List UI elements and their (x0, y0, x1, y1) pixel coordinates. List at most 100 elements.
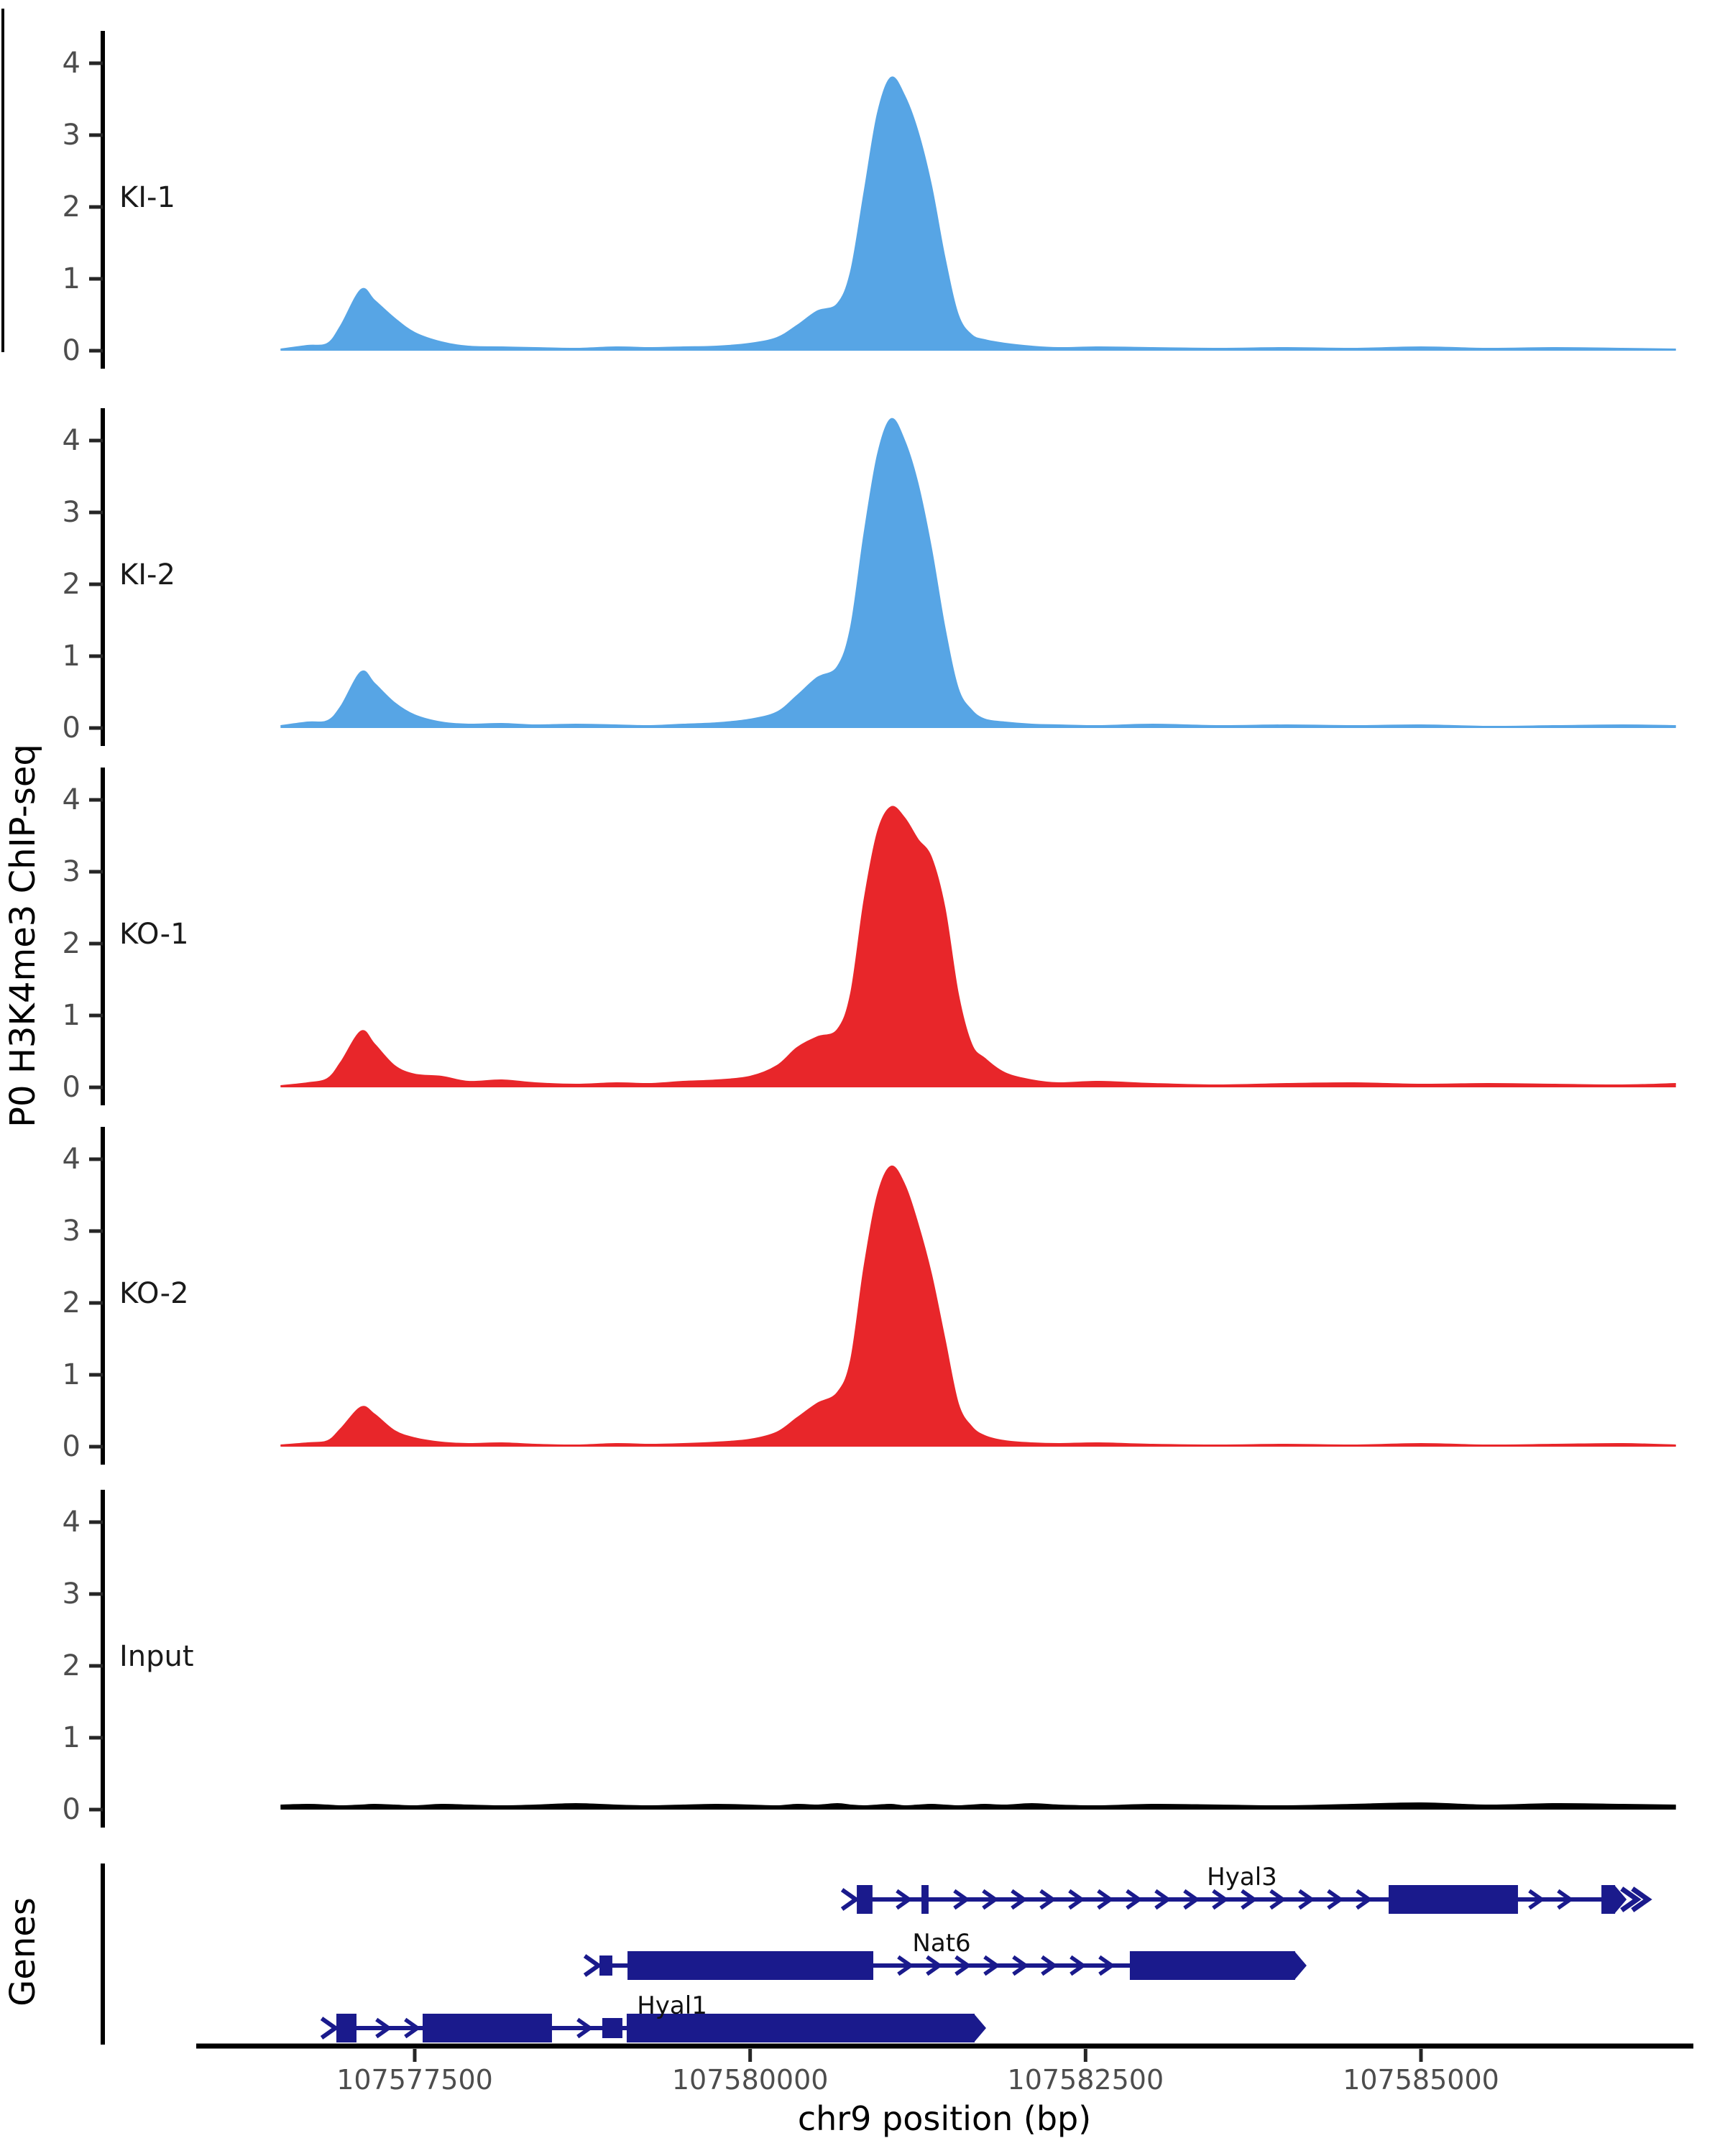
coverage-outline-ki-2 (280, 418, 1676, 728)
direction-chevron-icon (1098, 1955, 1116, 1976)
coverage-outline-input (280, 1802, 1676, 1809)
direction-chevron-icon (404, 2017, 421, 2039)
y-tick-label: 1 (63, 1358, 80, 1391)
y-tick-label: 3 (63, 496, 80, 529)
exon-box (627, 1951, 874, 1980)
y-tick-label: 1 (63, 999, 80, 1032)
y-tick-label: 0 (63, 1793, 80, 1826)
direction-chevron-icon (1298, 1889, 1315, 1910)
gene-end-arrow-icon (1614, 1885, 1627, 1914)
y-tick-label: 1 (63, 262, 80, 295)
coverage-area-ki-1 (280, 77, 1676, 351)
gene-model-hyal1: Hyal1 (320, 1991, 986, 2042)
gene-name-label: Hyal1 (637, 1991, 707, 2020)
exon-box (336, 2014, 356, 2042)
gene-start-chevron-icon (583, 1954, 602, 1977)
coverage-outline-ko-2 (280, 1165, 1676, 1447)
direction-chevron-icon (375, 2017, 392, 2039)
direction-chevron-icon (1183, 1889, 1200, 1910)
x-tick-label: 107585000 (1343, 2064, 1499, 2096)
direction-chevron-icon (1068, 1889, 1085, 1910)
direction-chevron-icon (897, 1955, 914, 1976)
x-tick-label: 107577500 (336, 2064, 493, 2096)
y-tick-label: 2 (63, 568, 80, 601)
track-panel-ki-2: 0 1 2 3 4 (63, 408, 1676, 746)
coverage-area-ko-2 (280, 1166, 1676, 1447)
y-tick-label: 4 (63, 1506, 80, 1539)
coverage-area-ki-2 (280, 418, 1676, 728)
y-tick-label: 4 (63, 1143, 80, 1176)
y-tick-label: 3 (63, 1577, 80, 1611)
direction-chevron-icon (953, 1889, 970, 1910)
direction-chevron-icon (1041, 1955, 1058, 1976)
y-tick-label: 3 (63, 119, 80, 152)
direction-chevron-icon (1356, 1889, 1373, 1910)
y-tick-label: 2 (63, 1286, 80, 1319)
exon-box (857, 1885, 873, 1914)
x-tick-label: 107582500 (1008, 2064, 1164, 2096)
x-axis-title: chr9 position (bp) (797, 2099, 1092, 2138)
y-tick-label: 0 (63, 334, 80, 367)
track-panel-input: 0 1 2 3 4 (63, 1490, 1676, 1828)
direction-chevron-icon (1557, 1889, 1574, 1910)
exon-box (602, 2018, 622, 2038)
x-axis: 107577500 107580000 107582500 107585000 (196, 2043, 1693, 2096)
direction-chevron-icon (1269, 1889, 1287, 1910)
exon-box (626, 2014, 975, 2042)
direction-chevron-icon (1327, 1889, 1344, 1910)
y-tick-label: 4 (63, 47, 80, 80)
coverage-area-ko-1 (280, 806, 1676, 1087)
gene-end-arrow-icon (973, 2014, 986, 2042)
genes-axis-title: Genes (3, 1897, 43, 2007)
direction-chevron-icon (1528, 1889, 1545, 1910)
coverage-outline-ki-1 (280, 76, 1676, 350)
exon-box (1129, 1951, 1295, 1980)
gene-name-label: Hyal3 (1207, 1863, 1277, 1892)
gene-model-hyal3: Hyal3 (840, 1863, 1652, 1914)
gene-start-chevron-icon (840, 1888, 860, 1911)
y-tick-label: 3 (63, 1215, 80, 1248)
track-panel-ko-2: 0 1 2 3 4 (63, 1127, 1676, 1465)
direction-chevron-icon (1097, 1889, 1114, 1910)
y-tick-label: 0 (63, 711, 80, 745)
direction-chevron-icon (982, 1889, 999, 1910)
left-spine-fragment (1, 9, 4, 352)
track-label-ko2: KO-2 (119, 1277, 189, 1310)
direction-chevron-icon (1070, 1955, 1087, 1976)
exon-box (599, 1955, 612, 1976)
y-tick-label: 1 (63, 640, 80, 673)
direction-chevron-icon (1012, 1955, 1029, 1976)
y-tick-label: 4 (63, 424, 80, 457)
y-axis-title: P0 H3K4me3 ChIP-seq (3, 744, 43, 1128)
y-tick-label: 0 (63, 1071, 80, 1104)
gene-start-chevron-icon (320, 2017, 339, 2040)
direction-chevron-icon (983, 1955, 1000, 1976)
exon-box (1389, 1885, 1518, 1914)
direction-chevron-icon (1011, 1889, 1028, 1910)
gene-model-nat6: Nat6 (583, 1929, 1307, 1980)
exon-box (423, 2014, 552, 2042)
track-label-input: Input (119, 1640, 194, 1673)
direction-chevron-icon (896, 1889, 913, 1910)
direction-chevron-icon (1126, 1889, 1143, 1910)
track-label-ki1: KI-1 (119, 181, 175, 214)
genes-panel: Hyal3 Nat6 Hyal1 (101, 1863, 1652, 2045)
direction-chevron-icon (1241, 1889, 1258, 1910)
gene-end-arrow-icon (1294, 1951, 1307, 1980)
x-tick-label: 107580000 (672, 2064, 829, 2096)
y-tick-label: 0 (63, 1430, 80, 1463)
y-tick-label: 2 (63, 1649, 80, 1682)
gene-name-label: Nat6 (912, 1929, 970, 1958)
y-tick-label: 4 (63, 783, 80, 816)
y-tick-label: 2 (63, 927, 80, 960)
coverage-outline-ko-1 (280, 806, 1676, 1087)
direction-chevron-icon (1212, 1889, 1229, 1910)
gene-end-chevron-icon (1631, 1886, 1652, 1912)
track-panel-ki-1: 0 1 2 3 4 (63, 31, 1676, 369)
direction-chevron-icon (926, 1955, 943, 1976)
track-label-ko1: KO-1 (119, 918, 189, 951)
y-tick-label: 2 (63, 190, 80, 224)
direction-chevron-icon (576, 2017, 594, 2039)
